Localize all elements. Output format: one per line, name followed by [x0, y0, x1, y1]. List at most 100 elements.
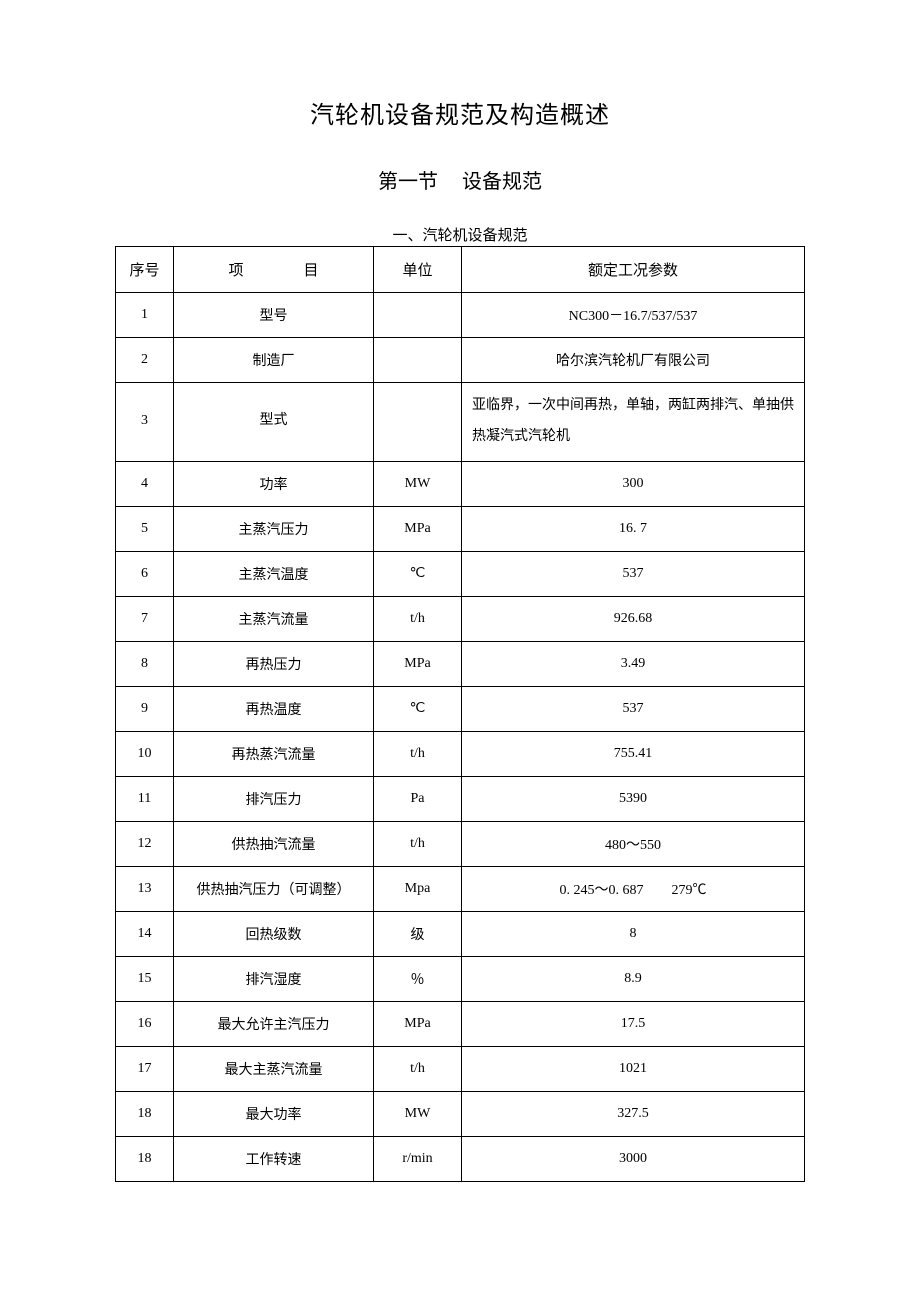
- cell-unit: [374, 293, 462, 338]
- cell-item: 排汽湿度: [174, 956, 374, 1001]
- cell-item: 主蒸汽压力: [174, 506, 374, 551]
- table-row: 11排汽压力Pa5390: [116, 776, 805, 821]
- cell-unit: MW: [374, 1091, 462, 1136]
- main-title: 汽轮机设备规范及构造概述: [115, 95, 805, 130]
- cell-item: 最大功率: [174, 1091, 374, 1136]
- table-row: 18工作转速r/min3000: [116, 1136, 805, 1181]
- cell-value: 755.41: [462, 731, 805, 776]
- cell-value: 3000: [462, 1136, 805, 1181]
- cell-item: 再热温度: [174, 686, 374, 731]
- cell-value: NC300－16.7/537/537: [462, 293, 805, 338]
- table-header-row: 序号 项目 单位 额定工况参数: [116, 247, 805, 293]
- cell-item: 最大允许主汽压力: [174, 1001, 374, 1046]
- cell-seq: 18: [116, 1091, 174, 1136]
- table-row: 15排汽湿度％8.9: [116, 956, 805, 1001]
- cell-value: 1021: [462, 1046, 805, 1091]
- cell-item: 主蒸汽温度: [174, 551, 374, 596]
- cell-item: 主蒸汽流量: [174, 596, 374, 641]
- cell-unit: ℃: [374, 686, 462, 731]
- header-value: 额定工况参数: [462, 247, 805, 293]
- cell-seq: 13: [116, 866, 174, 911]
- cell-seq: 15: [116, 956, 174, 1001]
- cell-item: 排汽压力: [174, 776, 374, 821]
- cell-unit: MPa: [374, 1001, 462, 1046]
- cell-unit: t/h: [374, 1046, 462, 1091]
- cell-seq: 14: [116, 911, 174, 956]
- table-row: 2制造厂 哈尔滨汽轮机厂有限公司: [116, 338, 805, 383]
- cell-item: 功率: [174, 461, 374, 506]
- table-row: 13供热抽汽压力（可调整）Mpa0. 245～0. 687 279℃: [116, 866, 805, 911]
- spec-table: 序号 项目 单位 额定工况参数 1型号NC300－16.7/537/5372制造…: [115, 246, 805, 1182]
- cell-value: 17.5: [462, 1001, 805, 1046]
- cell-value: 926.68: [462, 596, 805, 641]
- header-seq: 序号: [116, 247, 174, 293]
- cell-value: 480～550: [462, 821, 805, 866]
- cell-value: 16. 7: [462, 506, 805, 551]
- cell-unit: MPa: [374, 506, 462, 551]
- cell-seq: 1: [116, 293, 174, 338]
- cell-seq: 17: [116, 1046, 174, 1091]
- section-name: 设备规范: [462, 171, 542, 193]
- header-item-right: 目: [304, 263, 319, 279]
- cell-value: 537: [462, 686, 805, 731]
- table-row: 3型式亚临界，一次中间再热，单轴，两缸两排汽、单抽供热凝汽式汽轮机: [116, 383, 805, 462]
- cell-item: 回热级数: [174, 911, 374, 956]
- cell-unit: t/h: [374, 731, 462, 776]
- cell-value: 300: [462, 461, 805, 506]
- cell-value: 3.49: [462, 641, 805, 686]
- table-row: 12供热抽汽流量t/h480～550: [116, 821, 805, 866]
- table-row: 7主蒸汽流量t/h926.68: [116, 596, 805, 641]
- cell-value: 亚临界，一次中间再热，单轴，两缸两排汽、单抽供热凝汽式汽轮机: [462, 383, 805, 462]
- table-row: 14回热级数级8: [116, 911, 805, 956]
- table-row: 6主蒸汽温度℃537: [116, 551, 805, 596]
- table-row: 8再热压力MPa3.49: [116, 641, 805, 686]
- cell-seq: 16: [116, 1001, 174, 1046]
- cell-unit: Pa: [374, 776, 462, 821]
- cell-item: 供热抽汽流量: [174, 821, 374, 866]
- header-unit: 单位: [374, 247, 462, 293]
- table-row: 5主蒸汽压力MPa16. 7: [116, 506, 805, 551]
- table-row: 1型号NC300－16.7/537/537: [116, 293, 805, 338]
- cell-value: 5390: [462, 776, 805, 821]
- cell-value: 8: [462, 911, 805, 956]
- cell-item: 制造厂: [174, 338, 374, 383]
- section-title: 第一节 设备规范: [115, 165, 805, 194]
- cell-unit: Mpa: [374, 866, 462, 911]
- cell-value: 8.9: [462, 956, 805, 1001]
- cell-seq: 9: [116, 686, 174, 731]
- table-caption: 一、汽轮机设备规范: [115, 224, 805, 245]
- table-row: 16最大允许主汽压力MPa17.5: [116, 1001, 805, 1046]
- cell-unit: MPa: [374, 641, 462, 686]
- cell-seq: 11: [116, 776, 174, 821]
- cell-seq: 12: [116, 821, 174, 866]
- section-prefix: 第一节: [378, 171, 438, 193]
- table-row: 17最大主蒸汽流量t/h1021: [116, 1046, 805, 1091]
- cell-seq: 5: [116, 506, 174, 551]
- cell-item: 工作转速: [174, 1136, 374, 1181]
- cell-value: 537: [462, 551, 805, 596]
- cell-unit: [374, 338, 462, 383]
- cell-item: 再热蒸汽流量: [174, 731, 374, 776]
- cell-seq: 10: [116, 731, 174, 776]
- cell-unit: [374, 383, 462, 462]
- cell-unit: ％: [374, 956, 462, 1001]
- cell-value: 327.5: [462, 1091, 805, 1136]
- cell-unit: MW: [374, 461, 462, 506]
- table-row: 4功率MW300: [116, 461, 805, 506]
- cell-value: 哈尔滨汽轮机厂有限公司: [462, 338, 805, 383]
- header-item: 项目: [174, 247, 374, 293]
- table-row: 9再热温度℃537: [116, 686, 805, 731]
- cell-seq: 3: [116, 383, 174, 462]
- cell-seq: 6: [116, 551, 174, 596]
- cell-seq: 18: [116, 1136, 174, 1181]
- cell-item: 再热压力: [174, 641, 374, 686]
- cell-unit: t/h: [374, 821, 462, 866]
- cell-item: 供热抽汽压力（可调整）: [174, 866, 374, 911]
- cell-unit: t/h: [374, 596, 462, 641]
- cell-item: 最大主蒸汽流量: [174, 1046, 374, 1091]
- table-row: 10再热蒸汽流量t/h755.41: [116, 731, 805, 776]
- header-item-left: 项: [228, 263, 243, 279]
- cell-seq: 2: [116, 338, 174, 383]
- cell-value: 0. 245～0. 687 279℃: [462, 866, 805, 911]
- cell-seq: 4: [116, 461, 174, 506]
